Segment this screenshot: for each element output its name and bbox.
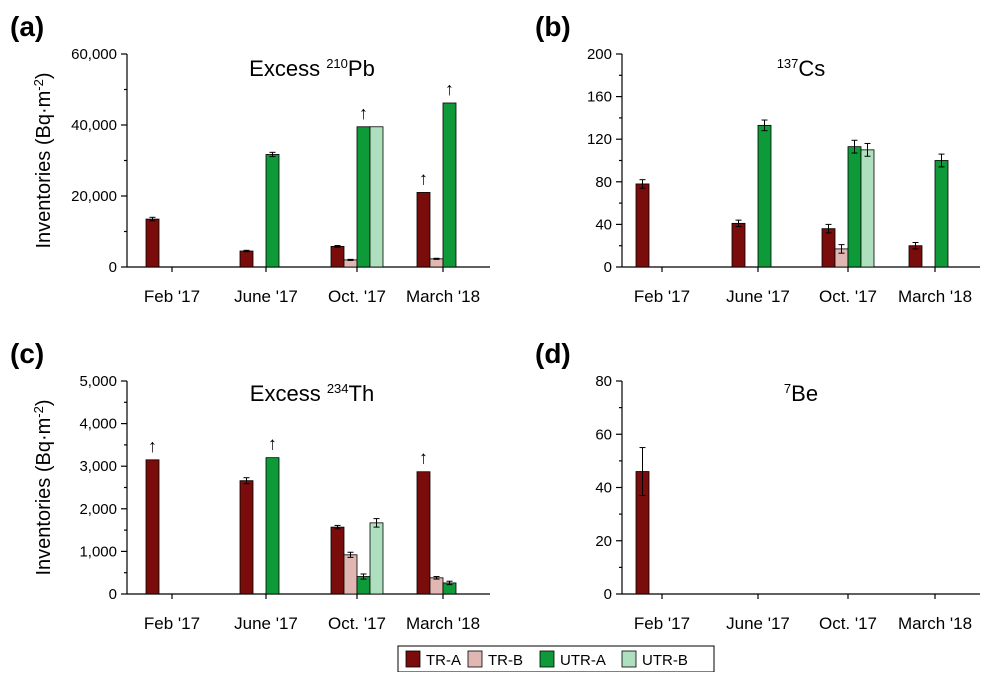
bar (757, 124, 772, 268)
y-tick-label: 40,000 (71, 117, 117, 134)
chart-title: Excess 210Pb (249, 56, 375, 81)
bar (429, 258, 444, 268)
legend: TR-A TR-B UTR-A UTR-B (397, 645, 715, 673)
bar (416, 192, 431, 268)
legend-label: TR-A (426, 652, 461, 669)
bar (369, 522, 384, 595)
y-tick-label: 5,000 (79, 373, 117, 390)
y-tick-label: 20,000 (71, 188, 117, 205)
bar (934, 160, 949, 268)
y-tick-label: 20 (595, 533, 612, 550)
bar (343, 259, 358, 268)
bar (265, 457, 280, 595)
x-tick-label: June '17 (234, 614, 298, 633)
y-tick-label: 0 (109, 259, 117, 276)
x-tick-label: March '18 (898, 287, 972, 306)
x-tick-label: Feb '17 (144, 614, 200, 633)
x-tick-label: March '18 (406, 287, 480, 306)
x-tick-label: March '18 (898, 614, 972, 633)
chart-panel-3: (c) Excess 234Th Inventories (Bq·m-2) 0 1,00… (10, 338, 490, 633)
y-tick-label: 60,000 (71, 46, 117, 63)
y-tick-label: 60 (595, 426, 612, 443)
bar (145, 459, 160, 595)
y-axis-label: Inventories (Bq·m-2) (31, 399, 55, 575)
y-tick-label: 40 (595, 480, 612, 497)
y-tick-label: 1,000 (79, 543, 117, 560)
legend-label: UTR-A (560, 652, 606, 669)
bar (356, 126, 371, 268)
x-tick-label: Feb '17 (144, 287, 200, 306)
legend-swatch (405, 650, 421, 668)
legend-item: TR-B (467, 650, 523, 669)
y-axis-label: Inventories (Bq·m-2) (31, 72, 55, 248)
x-tick-label: June '17 (726, 614, 790, 633)
legend-swatch (621, 650, 637, 668)
chart-title: 7Be (784, 381, 818, 406)
bar (821, 228, 836, 268)
panel-letter: (c) (10, 338, 44, 369)
lower-limit-arrow: ↑ (359, 103, 368, 123)
chart-title: Excess 234Th (250, 381, 374, 406)
legend-swatch (539, 650, 555, 668)
panel-letter: (b) (535, 11, 571, 42)
x-tick-label: Feb '17 (634, 287, 690, 306)
lower-limit-arrow: ↑ (419, 168, 428, 188)
bar (265, 154, 280, 268)
x-tick-label: Oct. '17 (328, 614, 386, 633)
x-tick-label: Oct. '17 (819, 287, 877, 306)
bar (330, 246, 345, 268)
chart-panel-1: (a) Excess 210Pb Inventories (Bq·m-2) 0 20,0… (10, 11, 490, 306)
bar (369, 126, 384, 268)
y-tick-label: 40 (595, 216, 612, 233)
y-tick-label: 80 (595, 174, 612, 191)
y-tick-label: 0 (604, 586, 612, 603)
legend-swatch (467, 650, 483, 668)
y-tick-label: 200 (587, 46, 612, 63)
x-tick-label: June '17 (726, 287, 790, 306)
panel-letter: (a) (10, 11, 44, 42)
bar (416, 471, 431, 595)
bar (860, 149, 875, 268)
chart-panel-4: (d) 7Be 0 20 40 60 80 Feb '17 June '17 Oct. '17 Ma… (535, 338, 980, 633)
bar (442, 102, 457, 268)
chart-title: 137Cs (777, 56, 826, 81)
x-tick-label: Feb '17 (634, 614, 690, 633)
bar (429, 577, 444, 595)
bar (847, 146, 862, 268)
legend-item: UTR-B (621, 650, 688, 669)
x-tick-label: Oct. '17 (819, 614, 877, 633)
legend-label: UTR-B (642, 652, 688, 669)
y-tick-label: 120 (587, 131, 612, 148)
lower-limit-arrow: ↑ (148, 436, 157, 456)
y-tick-label: 4,000 (79, 416, 117, 433)
x-tick-label: Oct. '17 (328, 287, 386, 306)
y-tick-label: 2,000 (79, 501, 117, 518)
chart-panel-2: (b) 137Cs 0 40 80 120 160 200 Feb '17 June '17 Oct… (535, 11, 980, 306)
x-tick-label: March '18 (406, 614, 480, 633)
y-tick-label: 0 (109, 586, 117, 603)
bar (145, 218, 160, 268)
legend-box (397, 645, 715, 673)
lower-limit-arrow: ↑ (419, 448, 428, 468)
bar (635, 183, 650, 268)
bar (239, 480, 254, 595)
y-tick-label: 80 (595, 373, 612, 390)
legend-label: TR-B (488, 652, 523, 669)
bar (330, 526, 345, 595)
bar (731, 222, 746, 268)
legend-item: TR-A (405, 650, 461, 669)
x-tick-label: June '17 (234, 287, 298, 306)
bar (343, 554, 358, 595)
y-tick-label: 3,000 (79, 458, 117, 475)
lower-limit-arrow: ↑ (445, 79, 454, 99)
y-tick-label: 0 (604, 259, 612, 276)
bar (239, 250, 254, 268)
y-tick-label: 160 (587, 89, 612, 106)
panel-letter: (d) (535, 338, 571, 369)
lower-limit-arrow: ↑ (268, 434, 277, 454)
legend-item: UTR-A (539, 650, 606, 669)
